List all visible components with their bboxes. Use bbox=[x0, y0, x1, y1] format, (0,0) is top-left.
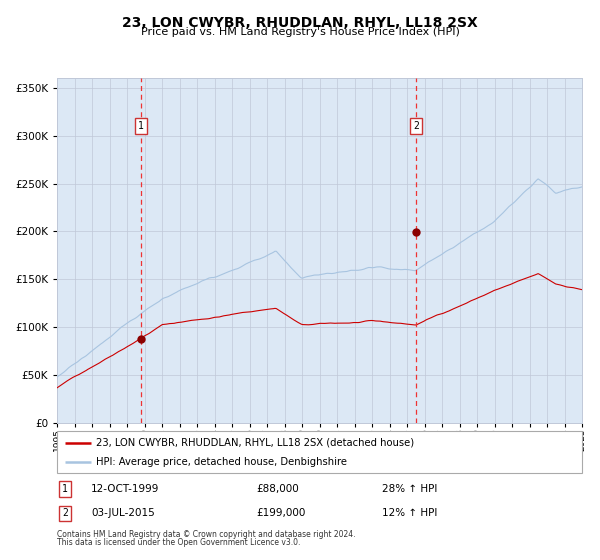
Text: 12% ↑ HPI: 12% ↑ HPI bbox=[383, 508, 438, 519]
Text: 12-OCT-1999: 12-OCT-1999 bbox=[91, 484, 160, 494]
Text: 2: 2 bbox=[62, 508, 68, 519]
Text: 1: 1 bbox=[62, 484, 68, 494]
Text: Contains HM Land Registry data © Crown copyright and database right 2024.: Contains HM Land Registry data © Crown c… bbox=[57, 530, 355, 539]
Text: Price paid vs. HM Land Registry's House Price Index (HPI): Price paid vs. HM Land Registry's House … bbox=[140, 27, 460, 37]
Text: £88,000: £88,000 bbox=[257, 484, 299, 494]
Text: 03-JUL-2015: 03-JUL-2015 bbox=[91, 508, 155, 519]
FancyBboxPatch shape bbox=[57, 431, 582, 473]
Text: HPI: Average price, detached house, Denbighshire: HPI: Average price, detached house, Denb… bbox=[97, 457, 347, 467]
Text: 28% ↑ HPI: 28% ↑ HPI bbox=[383, 484, 438, 494]
Text: 23, LON CWYBR, RHUDDLAN, RHYL, LL18 2SX: 23, LON CWYBR, RHUDDLAN, RHYL, LL18 2SX bbox=[122, 16, 478, 30]
Text: 2: 2 bbox=[413, 121, 419, 131]
Text: 1: 1 bbox=[138, 121, 143, 131]
Text: This data is licensed under the Open Government Licence v3.0.: This data is licensed under the Open Gov… bbox=[57, 538, 301, 547]
Text: 23, LON CWYBR, RHUDDLAN, RHYL, LL18 2SX (detached house): 23, LON CWYBR, RHUDDLAN, RHYL, LL18 2SX … bbox=[97, 437, 415, 447]
Text: £199,000: £199,000 bbox=[257, 508, 306, 519]
